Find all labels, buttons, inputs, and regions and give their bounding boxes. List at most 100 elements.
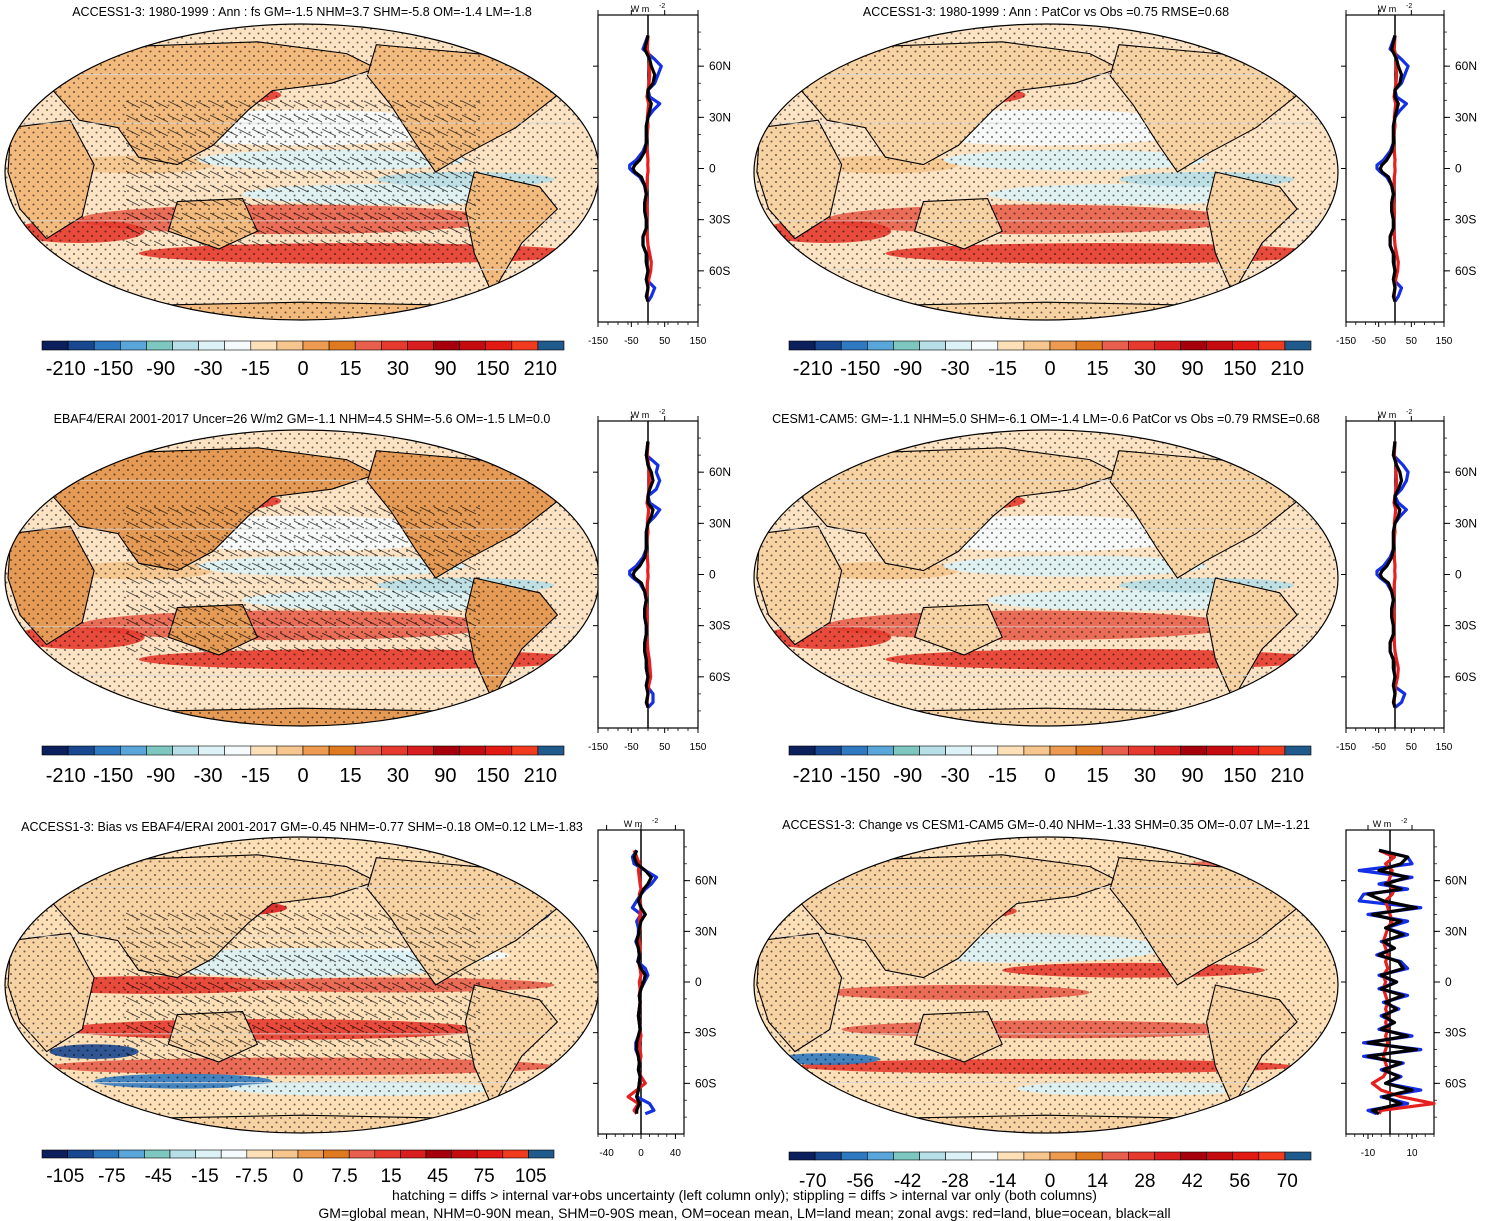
colorbar-box	[220, 1149, 248, 1159]
x-tick-label: -50	[1371, 336, 1386, 347]
colorbar-box	[971, 340, 999, 351]
colorbar-label: -90	[146, 358, 175, 380]
panel-2-map	[753, 23, 1339, 321]
colorbar-box	[485, 745, 513, 756]
x-tick-label: -150	[1336, 336, 1356, 347]
colorbar-box	[1049, 340, 1077, 351]
panel-3-map	[4, 429, 600, 727]
colorbar-box	[146, 340, 173, 351]
colorbar-label: 210	[1271, 358, 1304, 380]
colorbar-label: 0	[1044, 765, 1055, 787]
colorbar-box	[41, 340, 69, 351]
colorbar-label: 0	[1045, 1171, 1056, 1192]
lat-tick-label: 60N	[1455, 465, 1477, 479]
colorbar-box	[459, 745, 487, 756]
colorbar-label: -28	[941, 1171, 968, 1192]
colorbar-box	[224, 745, 252, 756]
colorbar-box	[1232, 745, 1260, 756]
panel-3-title: EBAF4/ERAI 2001-2017 Uncer=26 W/m2 GM=-1…	[54, 412, 551, 426]
colorbar-box	[433, 340, 460, 351]
panel-5-colorbar: -105 -75 -45 -15 -7.5 0 7.5 15 45 75 105	[41, 1149, 555, 1187]
lat-tick-label: 60S	[1455, 264, 1476, 278]
lat-tick-label: 60S	[1455, 670, 1476, 684]
panel-1-colorbar: -210 -150 -90 -30 -15 0 15 30 90 150 210	[41, 340, 565, 380]
colorbar-box	[866, 745, 894, 756]
lat-tick-label: 30N	[709, 516, 731, 530]
colorbar-box	[537, 340, 565, 351]
colorbar-box	[380, 340, 408, 351]
colorbar-label: 150	[1223, 358, 1256, 380]
zonal-unit-label: W m	[1378, 410, 1397, 420]
colorbar-label: -15	[988, 358, 1017, 380]
lat-tick-label: 30N	[1455, 110, 1477, 124]
colorbar-label: -150	[840, 765, 880, 787]
colorbar-box	[919, 1151, 946, 1161]
colorbar-box	[1258, 340, 1286, 351]
colorbar-label: -45	[145, 1166, 172, 1187]
panel-5-zonal-plot: -40 0 40 60N 30N 0 30S 60S W m -2	[593, 818, 717, 1159]
colorbar-box	[1154, 340, 1181, 351]
footer-note-hatching: hatching = diffs > internal var+obs unce…	[392, 1187, 1097, 1203]
lat-tick-label: 60N	[709, 465, 731, 479]
colorbar-label: 210	[524, 765, 557, 787]
colorbar-label: -105	[46, 1166, 84, 1187]
panel-6-zonal-plot: -10 10 60N 30N 0 30S 60S W m -2	[1341, 818, 1467, 1159]
colorbar-label: -210	[793, 358, 833, 380]
colorbar-box	[246, 1149, 273, 1159]
colorbar-label: 0	[1044, 358, 1055, 380]
panel-5: ACCESS1-3: Bias vs EBAF4/ERAI 2001-2017 …	[4, 818, 717, 1187]
lat-tick-label: 0	[709, 162, 716, 176]
x-tick-label: -50	[624, 336, 639, 347]
colorbar-box	[1128, 745, 1155, 756]
colorbar-label: -90	[893, 765, 922, 787]
colorbar-box	[1023, 340, 1051, 351]
colorbar-label: 56	[1229, 1171, 1250, 1192]
x-tick-label: 40	[670, 1148, 682, 1159]
colorbar-box	[328, 745, 356, 756]
colorbar-box	[1180, 1151, 1207, 1161]
colorbar-label: 15	[339, 358, 361, 380]
colorbar-box	[476, 1149, 504, 1159]
zonal-unit-label: W m	[631, 4, 650, 14]
zonal-unit-label: W m	[1373, 819, 1392, 829]
colorbar-label: 105	[515, 1166, 547, 1187]
colorbar-label: 90	[434, 358, 456, 380]
panel-2-title: ACCESS1-3: 1980-1999 : Ann : PatCor vs O…	[863, 5, 1229, 19]
colorbar-box	[302, 745, 330, 756]
colorbar-box	[118, 1149, 145, 1159]
colorbar-box	[1232, 340, 1260, 351]
colorbar-box	[1284, 745, 1312, 756]
panel-6-map	[753, 836, 1339, 1134]
colorbar-box	[893, 1151, 920, 1161]
panel-4-colorbar: -210 -150 -90 -30 -15 0 15 30 90 150 210	[788, 745, 1312, 787]
lat-tick-label: 30N	[1445, 924, 1467, 938]
colorbar-label: 14	[1087, 1171, 1109, 1192]
colorbar-box	[433, 745, 460, 756]
colorbar-box	[502, 1149, 529, 1159]
colorbar-box	[919, 745, 946, 756]
colorbar-label: -150	[93, 358, 133, 380]
panel-6-title: ACCESS1-3: Change vs CESM1-CAM5 GM=-0.40…	[782, 818, 1310, 832]
colorbar-label: 30	[1134, 765, 1156, 787]
colorbar-box	[380, 745, 408, 756]
lat-tick-label: 30N	[709, 110, 731, 124]
x-tick-label: -50	[624, 742, 639, 753]
x-tick-label: 150	[690, 336, 707, 347]
colorbar-label: 70	[1277, 1171, 1298, 1192]
panel-6-colorbar: -70 -56 -42 -28 -14 0 14 28 42 56 70	[788, 1151, 1312, 1192]
colorbar-box	[511, 340, 539, 351]
colorbar-box	[485, 340, 513, 351]
x-tick-label: 50	[659, 742, 671, 753]
colorbar-box	[840, 745, 868, 756]
colorbar-box	[945, 1151, 972, 1161]
colorbar-box	[814, 1151, 842, 1161]
colorbar-box	[893, 745, 920, 756]
colorbar-box	[1206, 340, 1233, 351]
zonal-unit-superscript: -2	[659, 409, 665, 416]
colorbar-box	[195, 1149, 222, 1159]
colorbar-box	[1258, 1151, 1286, 1161]
colorbar-box	[407, 745, 434, 756]
colorbar-box	[172, 745, 199, 756]
hatching	[123, 504, 481, 652]
colorbar-box	[1206, 745, 1233, 756]
